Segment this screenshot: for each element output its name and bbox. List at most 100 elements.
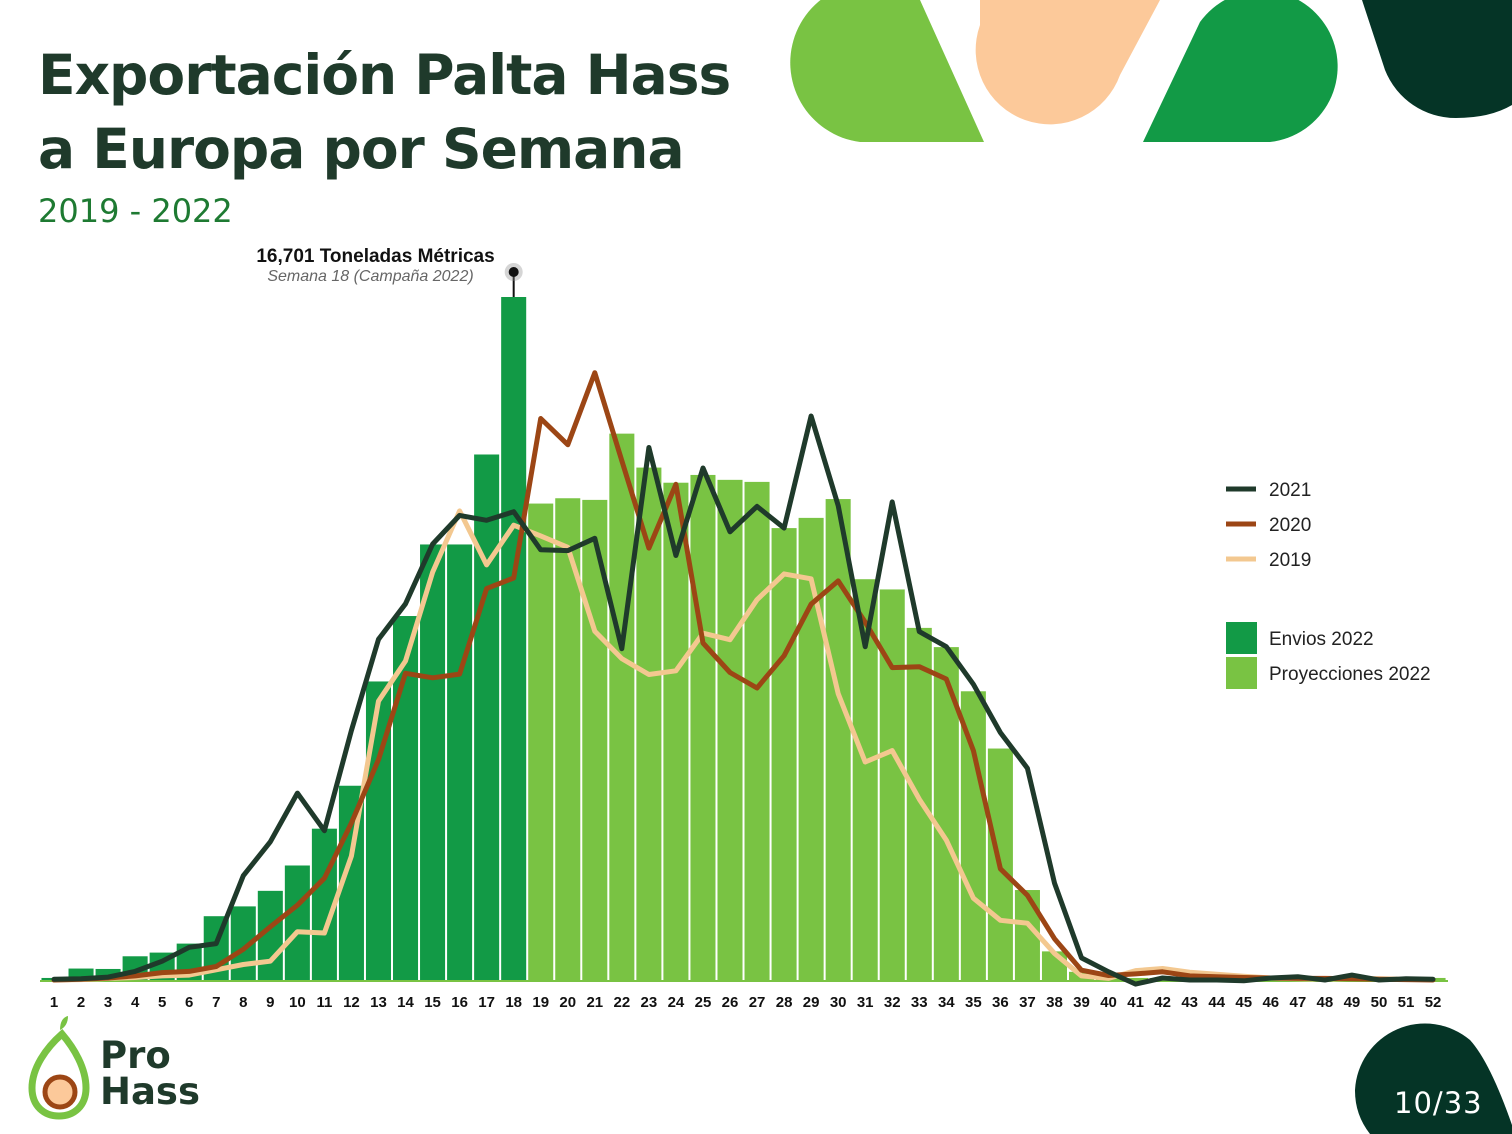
x-tick-week-5: 5: [158, 994, 166, 1011]
prohass-logo: Pro Hass: [28, 1016, 200, 1120]
x-tick-week-36: 36: [992, 994, 1009, 1011]
title-line-1: Exportación Palta Hass: [38, 43, 731, 107]
avocado-seed-icon: [42, 1074, 78, 1110]
envios-bar-week-15: [420, 544, 446, 980]
proyecciones-bar-week-26: [717, 479, 743, 980]
x-tick-week-28: 28: [776, 994, 793, 1011]
teal-drop-shape: [1362, 0, 1512, 119]
x-tick-week-35: 35: [965, 994, 982, 1011]
x-tick-week-34: 34: [938, 994, 955, 1011]
x-tick-week-39: 39: [1073, 994, 1090, 1011]
bars-group: [41, 297, 1446, 981]
proyecciones-bar-week-19: [528, 503, 554, 980]
x-tick-week-19: 19: [532, 994, 549, 1011]
x-tick-week-52: 52: [1425, 994, 1442, 1011]
x-tick-week-6: 6: [185, 994, 193, 1011]
x-tick-week-29: 29: [803, 994, 820, 1011]
x-tick-week-50: 50: [1371, 994, 1388, 1011]
x-tick-week-41: 41: [1127, 994, 1144, 1011]
annotation-dot: [508, 267, 519, 277]
envios-bar-week-17: [474, 454, 500, 980]
x-tick-week-21: 21: [586, 994, 603, 1011]
dark-green-drop-shape: [1143, 0, 1338, 142]
legend-swatch-envios: [1226, 622, 1257, 654]
x-tick-week-24: 24: [668, 994, 685, 1011]
x-tick-week-27: 27: [749, 994, 766, 1011]
line-2021: [51, 413, 1436, 987]
annotation-value: 16,701 Toneladas Métricas: [256, 246, 494, 267]
x-tick-week-8: 8: [239, 994, 247, 1011]
annotation-subtext: Semana 18 (Campaña 2022): [267, 268, 473, 285]
x-tick-week-15: 15: [424, 994, 441, 1011]
x-tick-week-23: 23: [641, 994, 658, 1011]
legend-label-2019: 2019: [1269, 550, 1311, 571]
x-tick-labels: 1 2 3 4 5 6 7 8 9 10 11 12 13 14 15 16 17 18 19 20 21 22 23 24 2…: [50, 994, 1442, 1011]
page-current: 10: [1394, 1086, 1433, 1120]
green-drop-shape: [790, 0, 984, 142]
x-tick-week-42: 42: [1154, 994, 1171, 1011]
x-tick-week-38: 38: [1046, 994, 1063, 1011]
x-tick-week-51: 51: [1398, 994, 1415, 1011]
peach-drop-shape: [975, 0, 1160, 125]
page-total: 33: [1443, 1086, 1483, 1120]
x-tick-week-4: 4: [131, 994, 140, 1011]
page-subtitle: 2019 - 2022: [38, 192, 233, 230]
x-tick-week-22: 22: [613, 994, 630, 1011]
proyecciones-bar-week-41: [1123, 977, 1149, 980]
x-tick-week-9: 9: [266, 994, 274, 1011]
x-tick-week-37: 37: [1019, 994, 1036, 1011]
x-tick-week-2: 2: [77, 994, 85, 1011]
proyecciones-bar-week-22: [609, 433, 635, 981]
envios-bar-week-10: [284, 865, 310, 980]
x-tick-week-43: 43: [1181, 994, 1198, 1011]
page-number: 10/33: [1394, 1086, 1483, 1120]
line-2019: [51, 508, 1436, 983]
envios-bar-week-18: [501, 297, 527, 980]
peak-annotation: 16,701 Toneladas Métricas Semana 18 (Cam…: [256, 246, 523, 297]
x-tick-week-12: 12: [343, 994, 360, 1011]
x-tick-week-7: 7: [212, 994, 220, 1011]
legend: 2021 2020 2019 Envios 2022 Proyecciones 2022: [1226, 480, 1431, 689]
x-tick-week-46: 46: [1262, 994, 1279, 1011]
proyecciones-bar-week-30: [825, 499, 851, 980]
x-tick-week-30: 30: [830, 994, 847, 1011]
logo-text-hass: Hass: [100, 1070, 200, 1113]
lines-group: [51, 370, 1436, 987]
x-tick-week-44: 44: [1208, 994, 1225, 1011]
x-tick-week-17: 17: [478, 994, 495, 1011]
proyecciones-bar-week-23: [636, 467, 662, 981]
proyecciones-bar-week-24: [663, 482, 689, 980]
x-tick-week-49: 49: [1344, 994, 1361, 1011]
page-title: Exportación Palta Hass a Europa por Sema…: [38, 38, 731, 186]
x-tick-week-47: 47: [1289, 994, 1306, 1011]
x-tick-week-18: 18: [505, 994, 522, 1011]
x-tick-week-10: 10: [289, 994, 306, 1011]
page-badge-shape: [1354, 1023, 1512, 1134]
line-2020: [51, 370, 1436, 983]
envios-bar-week-2: [68, 968, 94, 980]
legend-label-2020: 2020: [1269, 515, 1311, 536]
x-tick-week-3: 3: [104, 994, 112, 1011]
x-tick-week-1: 1: [50, 994, 58, 1011]
x-tick-week-20: 20: [559, 994, 576, 1011]
legend-label-envios: Envios 2022: [1269, 629, 1374, 650]
proyecciones-bar-week-33: [906, 627, 932, 980]
legend-label-2021: 2021: [1269, 480, 1311, 501]
x-tick-week-11: 11: [316, 994, 332, 1011]
x-tick-week-14: 14: [397, 994, 414, 1011]
x-tick-week-13: 13: [370, 994, 387, 1011]
title-line-2: a Europa por Semana: [38, 117, 685, 181]
logo-text-pro: Pro: [100, 1034, 171, 1077]
envios-bar-week-3: [95, 968, 121, 980]
proyecciones-bar-week-27: [744, 481, 770, 980]
proyecciones-bar-week-28: [771, 528, 797, 980]
x-tick-week-31: 31: [857, 994, 874, 1011]
proyecciones-bar-week-35: [960, 691, 986, 980]
envios-bar-week-16: [447, 544, 473, 980]
x-tick-week-40: 40: [1100, 994, 1117, 1011]
x-tick-week-32: 32: [884, 994, 901, 1011]
proyecciones-bar-week-32: [879, 589, 905, 980]
leaf-icon: [60, 1016, 68, 1030]
